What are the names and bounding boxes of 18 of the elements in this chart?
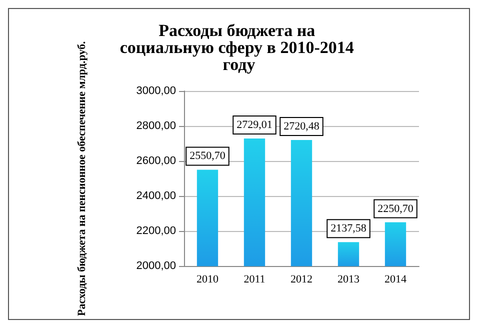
y-tick-label: 2800,00 (136, 120, 176, 132)
y-tick-label: 2400,00 (136, 190, 176, 202)
x-tick-label: 2014 (384, 274, 407, 286)
x-tick-label: 2012 (290, 274, 312, 286)
y-tick-label: 3000,00 (136, 85, 176, 97)
data-label: 2250,70 (378, 202, 414, 215)
x-tick-label: 2013 (338, 274, 360, 286)
data-label: 2729,01 (236, 118, 272, 131)
data-label: 2137,58 (330, 222, 367, 235)
y-axis-title: Расходы бюджета на пенсионное обеспечение млрд.руб. (76, 40, 88, 316)
y-tick-label: 2000,00 (136, 260, 176, 272)
x-tick-label: 2010 (196, 274, 219, 286)
data-label: 2720,48 (284, 120, 320, 132)
y-tick-label: 2200,00 (136, 225, 176, 238)
x-tick-label: 2011 (244, 274, 266, 286)
data-label: 2550,70 (190, 150, 226, 162)
y-tick-label: 2600,00 (136, 155, 176, 168)
chart-title: Расходы бюджета на социальную сферу в 2010-2014 году (120, 21, 358, 74)
